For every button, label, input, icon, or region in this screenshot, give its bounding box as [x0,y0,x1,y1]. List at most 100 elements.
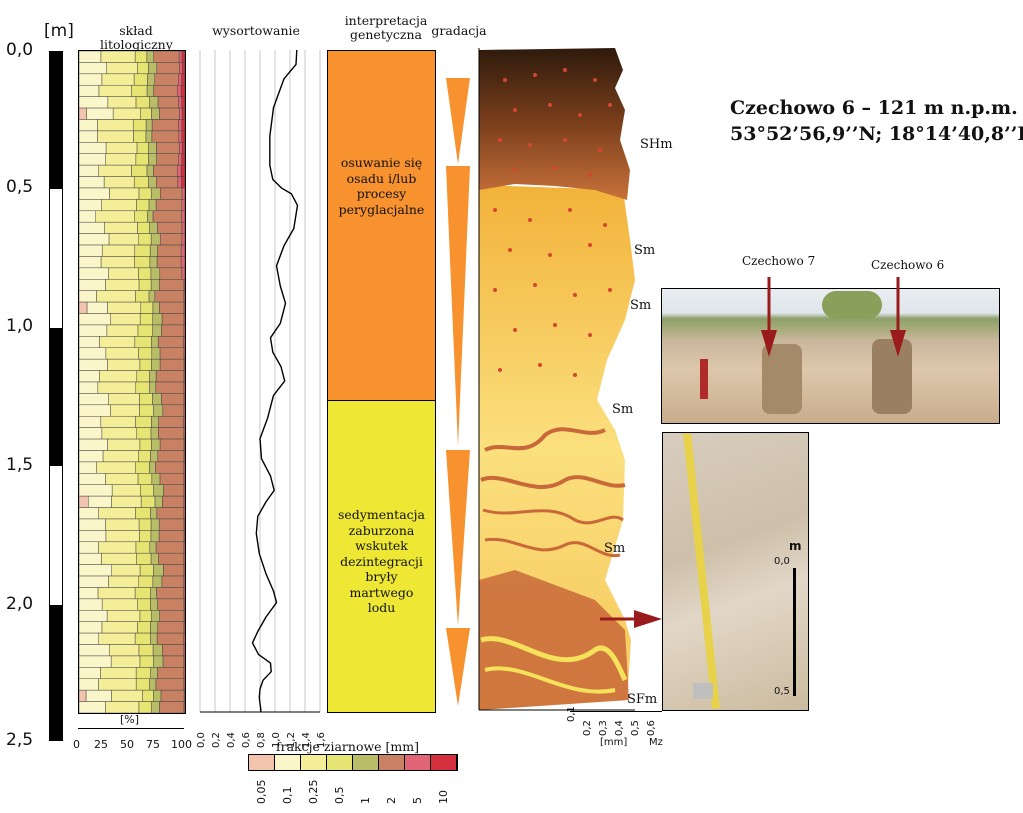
lithology-segment [138,267,152,280]
profile-deformation-1 [484,427,606,452]
lithology-segment [146,84,154,97]
lithology-segment [79,96,109,109]
lithology-segment [158,552,185,565]
lithology-segment [161,313,185,326]
lithology-segment [134,210,148,223]
legend-label-6: 5 [411,797,424,804]
lithology-segment [159,347,185,360]
depth-tick-4: 2,0 [6,594,34,614]
lithology-segment [183,450,185,463]
lithology-segment [152,210,182,223]
lithology-segment [79,73,103,86]
lithology-segment [139,393,153,406]
lithology-segment [106,610,141,622]
lithology-segment [177,176,182,189]
lithology-segment [137,324,153,337]
lithology-segment [183,324,185,337]
lithology-segment [159,701,185,713]
lithology-segment [149,221,158,234]
lithology-segment [158,427,185,440]
lithology-segment [183,587,185,600]
lithology-segment [152,301,160,314]
lithology-segment [147,73,156,86]
lithology-segment [79,564,112,577]
lithology-segment [152,644,163,657]
lithology-segment [79,587,99,600]
lithology-segment [101,621,138,634]
lithology-segment [180,84,185,97]
lithology-segment [100,256,135,269]
lithology-segment [153,484,164,497]
lithology-segment [98,84,132,97]
lithology-segment [134,587,151,600]
depth-tick-5: 2,5 [6,730,34,750]
lithology-segment [177,164,182,177]
lithology-segment [183,552,185,565]
lithology-segment [79,290,97,303]
mz-label: Mz [649,737,663,748]
lithology-segment [153,164,178,177]
lithology-segment [135,153,149,166]
lithology-segment [105,279,140,291]
lithology-segment [150,233,161,246]
lithology-segment [183,473,185,485]
lithology-segment [136,370,150,383]
lithology-segment [150,279,160,291]
lithology-segment [131,84,148,97]
lithology-segment [131,164,148,177]
sorting-tick-label: 0,8 [256,732,267,748]
lithology-segment [138,347,153,360]
interpretation-block-lower: sedymentacja zaburzona wskutek dezintegr… [328,401,435,712]
lithology-segment [110,655,141,668]
profile-deformation-2 [480,475,626,490]
lithology-segment [79,621,103,634]
grain-size-legend [248,754,458,771]
closeup-scale-top: 0,0 [774,556,790,567]
lithology-segment [79,610,108,622]
lithology-segment [79,404,111,417]
sorting-chart: 0,0 0,2 0,4 0,6 0,8 1,0 1,2 1,4 1,6 [196,49,327,748]
lithology-segment [134,336,152,349]
lithology-segment [149,370,157,383]
lithology-segment [181,210,185,223]
lithology-segment [108,575,140,588]
lithology-segment [181,199,185,212]
lithology-segment [183,279,185,291]
lithology-segment [183,438,185,451]
legend-swatch-3 [327,755,353,770]
lithology-segment [104,221,138,234]
legend-label-0: 0,05 [255,779,268,805]
lithology-segment [79,267,109,280]
lithology-segment [79,221,105,234]
lithology-segment [159,267,183,280]
lithology-segment [178,153,183,166]
lithology-tick-1: 25 [94,738,108,751]
lithology-segment [140,107,152,120]
lithology-segment [155,370,185,383]
lithology-segment [183,644,185,657]
lithology-segment [79,701,106,713]
lithology-segment [156,153,179,166]
lithology-segment [160,187,183,200]
lithology-segment [153,689,162,702]
lithology-segment [159,473,185,485]
lithology-segment [148,199,157,212]
lithology-segment [105,473,139,485]
sorting-tick-label: 0,0 [196,732,207,748]
lithology-segment [150,552,159,565]
lithology-segment [151,347,161,360]
lithology-segment [183,598,185,611]
lithology-segment [139,438,152,451]
lithology-segment [145,119,153,132]
lithology-segment [133,73,148,86]
lithology-segment [134,51,148,63]
lithology-segment [157,221,183,234]
lithology-segment [153,655,164,668]
lithology-segment [86,301,108,314]
lithology-segment [178,73,182,86]
photo-pointer-arrow [600,610,662,628]
facies-label-sm-3: Sm [612,402,634,417]
lithology-segment [79,598,103,611]
lithology-column [78,50,186,714]
lithology-segment [79,301,88,314]
